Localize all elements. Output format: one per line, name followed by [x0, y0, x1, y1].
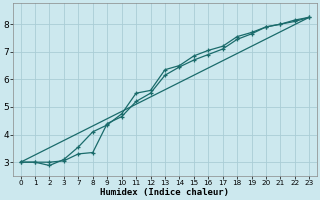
X-axis label: Humidex (Indice chaleur): Humidex (Indice chaleur)	[100, 188, 229, 197]
